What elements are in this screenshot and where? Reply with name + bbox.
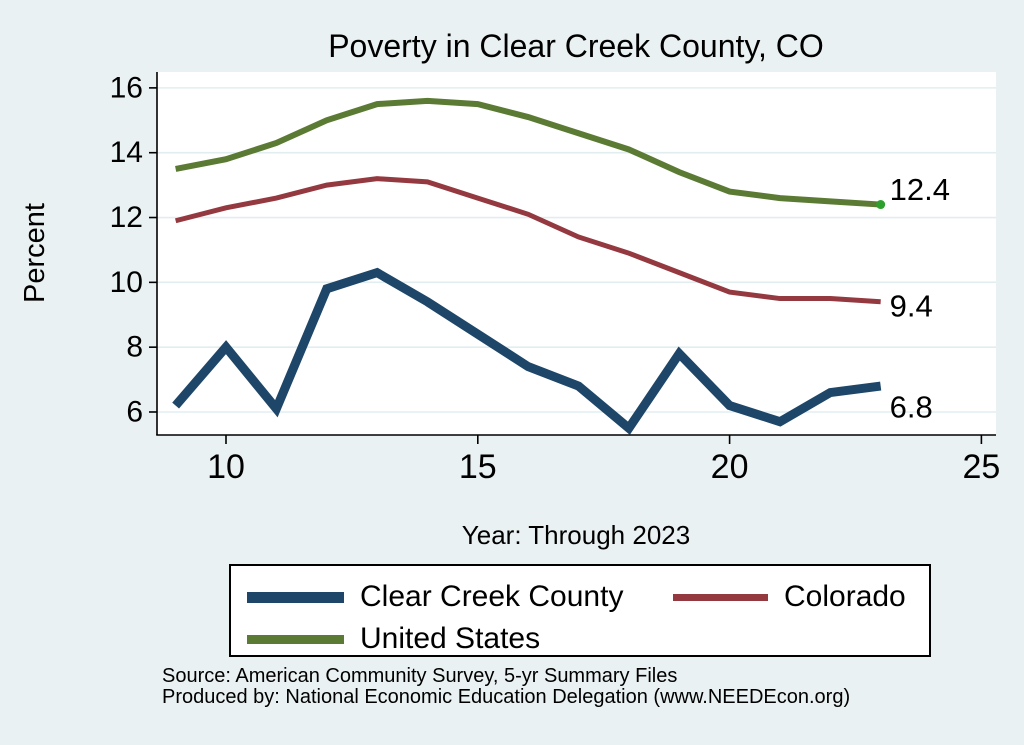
y-axis-title: Percent (19, 203, 51, 303)
legend-label-united-states: United States (360, 622, 541, 655)
y-tick-label: 6 (126, 395, 143, 428)
source-line-1: Source: American Community Survey, 5-yr … (162, 665, 678, 687)
series-line-clear-creek-county (172, 267, 882, 435)
y-tick-label: 8 (126, 331, 143, 364)
source-note: Source: American Community Survey, 5-yr … (162, 666, 850, 708)
legend-label-clear-creek-county: Clear Creek County (360, 580, 624, 613)
series-line-united-states (175, 97, 881, 208)
chart-title: Poverty in Clear Creek County, CO (328, 28, 824, 64)
x-tick-label: 25 (962, 448, 1000, 486)
end-value-label-clear-creek-county: 6.8 (890, 390, 933, 425)
y-tick-label: 16 (110, 71, 143, 104)
latest-value-marker-icon (876, 200, 886, 210)
y-tick-label: 10 (110, 266, 143, 299)
legend: Clear Creek County Colorado United State… (229, 564, 931, 657)
gridlines-group (157, 87, 996, 413)
y-tick-label: 14 (110, 136, 143, 169)
united-states-line-swatch-icon (247, 634, 344, 644)
legend-label-colorado: Colorado (784, 580, 906, 613)
series-group (172, 97, 882, 435)
source-line-2: Produced by: National Economic Education… (162, 686, 851, 708)
clear-creek-county-line-swatch-icon (247, 591, 344, 603)
x-tick-label: 10 (207, 448, 245, 486)
legend-item-clear-creek-county: Clear Creek County (247, 580, 624, 613)
chart-plot: Poverty in Clear Creek County, CO 6 8 10 12… (19, 28, 1001, 550)
y-tick-label: 12 (110, 201, 143, 234)
x-tick-label: 15 (459, 448, 497, 486)
x-tick-label: 20 (711, 448, 749, 486)
legend-item-united-states: United States (247, 622, 541, 655)
colorado-line-swatch-icon (673, 593, 768, 601)
x-axis-title: Year: Through 2023 (462, 520, 690, 550)
series-line-colorado (175, 176, 881, 305)
legend-item-colorado: Colorado (673, 580, 906, 613)
end-value-label-united-states: 12.4 (890, 172, 950, 207)
ticks-group: 6 8 10 12 14 16 10 15 20 25 (110, 71, 1001, 486)
end-labels-group: 6.8 9.4 12.4 (876, 172, 950, 425)
end-value-label-colorado: 9.4 (890, 288, 933, 323)
